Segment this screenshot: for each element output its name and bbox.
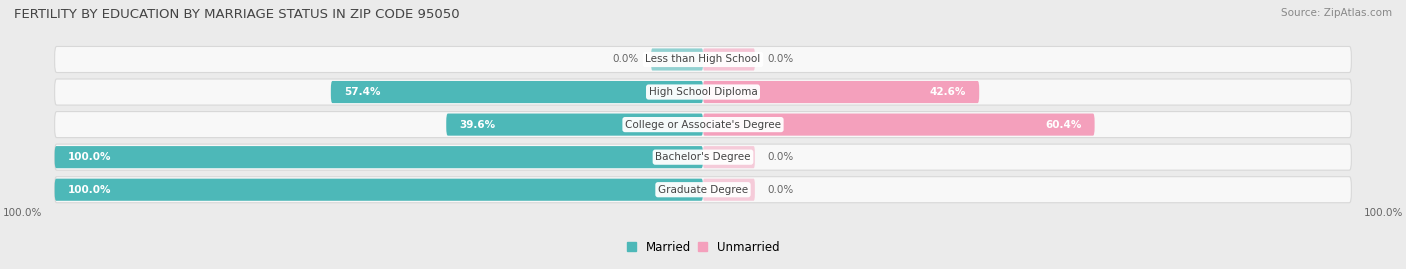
- Text: 60.4%: 60.4%: [1045, 120, 1081, 130]
- FancyBboxPatch shape: [55, 177, 1351, 203]
- Text: 0.0%: 0.0%: [768, 152, 794, 162]
- Text: Less than High School: Less than High School: [645, 55, 761, 65]
- FancyBboxPatch shape: [55, 112, 1351, 138]
- Text: 0.0%: 0.0%: [768, 185, 794, 195]
- FancyBboxPatch shape: [55, 146, 703, 168]
- FancyBboxPatch shape: [703, 81, 979, 103]
- Text: 100.0%: 100.0%: [3, 208, 42, 218]
- Text: 57.4%: 57.4%: [344, 87, 380, 97]
- Text: High School Diploma: High School Diploma: [648, 87, 758, 97]
- Text: 100.0%: 100.0%: [67, 185, 111, 195]
- Text: 0.0%: 0.0%: [612, 55, 638, 65]
- Text: Source: ZipAtlas.com: Source: ZipAtlas.com: [1281, 8, 1392, 18]
- FancyBboxPatch shape: [651, 48, 703, 70]
- Text: Graduate Degree: Graduate Degree: [658, 185, 748, 195]
- Text: FERTILITY BY EDUCATION BY MARRIAGE STATUS IN ZIP CODE 95050: FERTILITY BY EDUCATION BY MARRIAGE STATU…: [14, 8, 460, 21]
- FancyBboxPatch shape: [55, 144, 1351, 170]
- Text: 42.6%: 42.6%: [929, 87, 966, 97]
- FancyBboxPatch shape: [703, 114, 1095, 136]
- FancyBboxPatch shape: [703, 179, 755, 201]
- FancyBboxPatch shape: [703, 48, 755, 70]
- FancyBboxPatch shape: [330, 81, 703, 103]
- Text: 0.0%: 0.0%: [768, 55, 794, 65]
- FancyBboxPatch shape: [55, 47, 1351, 73]
- FancyBboxPatch shape: [55, 179, 703, 201]
- FancyBboxPatch shape: [703, 146, 755, 168]
- FancyBboxPatch shape: [446, 114, 703, 136]
- Text: College or Associate's Degree: College or Associate's Degree: [626, 120, 780, 130]
- Legend: Married, Unmarried: Married, Unmarried: [621, 236, 785, 258]
- FancyBboxPatch shape: [55, 79, 1351, 105]
- Text: 39.6%: 39.6%: [460, 120, 495, 130]
- Text: 100.0%: 100.0%: [67, 152, 111, 162]
- Text: Bachelor's Degree: Bachelor's Degree: [655, 152, 751, 162]
- Text: 100.0%: 100.0%: [1364, 208, 1403, 218]
